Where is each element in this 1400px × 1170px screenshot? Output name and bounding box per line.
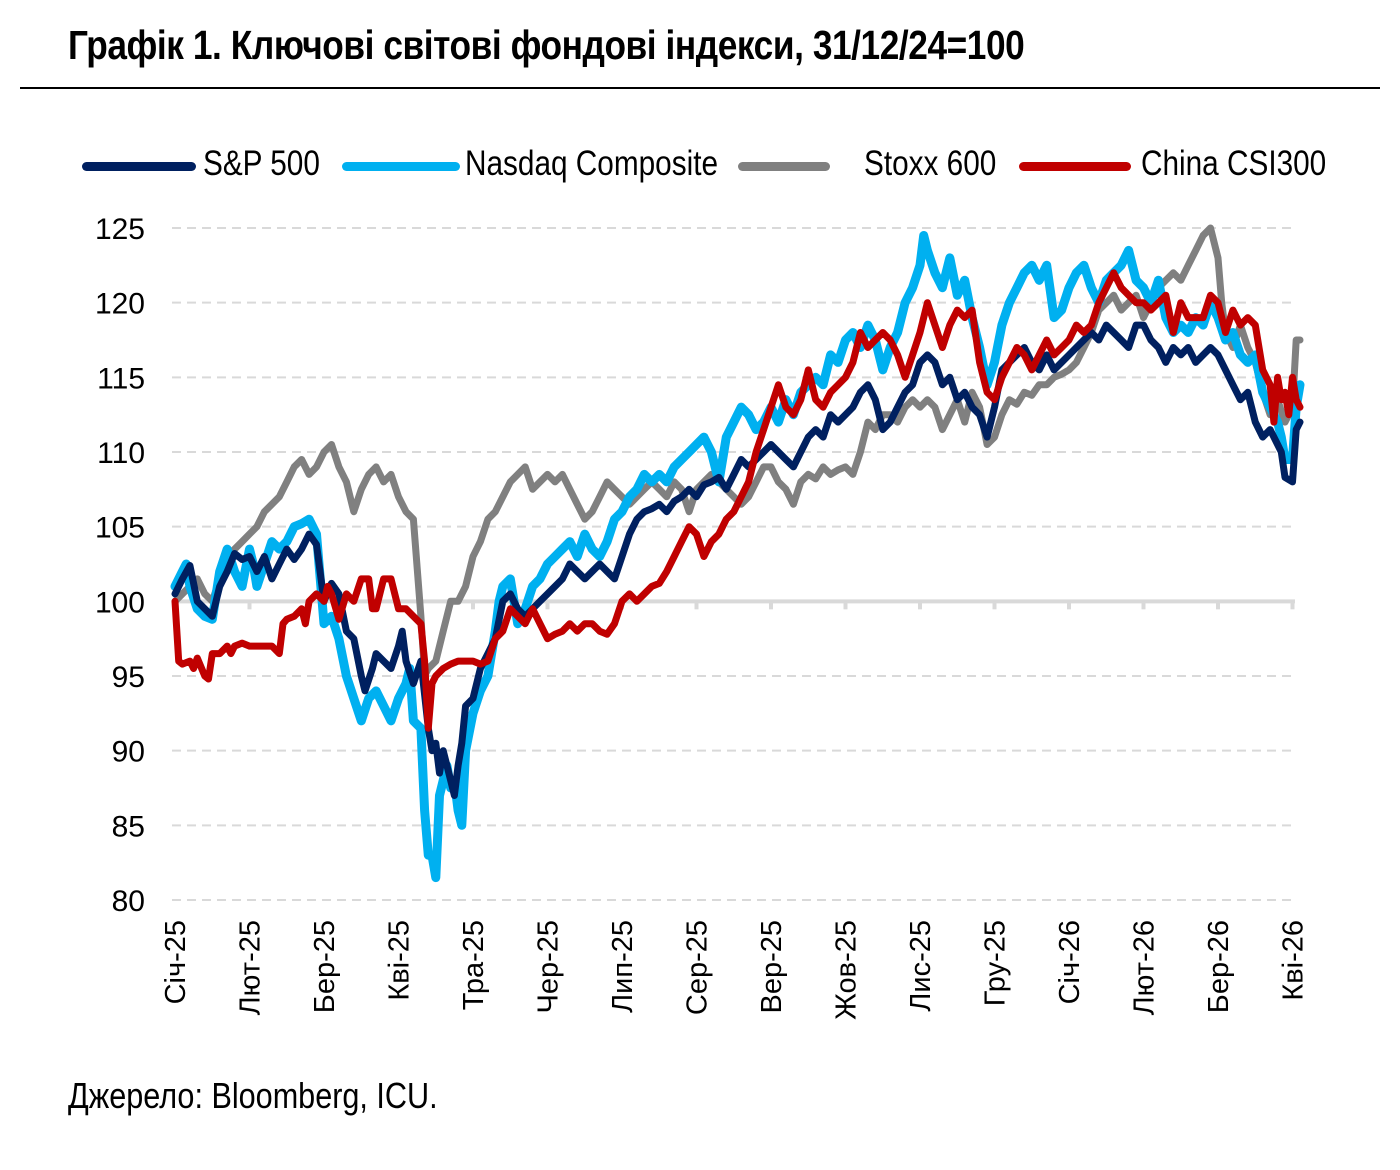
x-tick-label: Бер-26 — [1203, 920, 1235, 1013]
series-line-sp500 — [171, 321, 1304, 799]
y-tick-label: 80 — [112, 885, 145, 918]
x-tick-label: Вер-25 — [756, 920, 788, 1014]
x-tick-label: Бер-25 — [309, 920, 341, 1013]
y-tick-label: 90 — [112, 736, 145, 769]
x-tick-label: Кві-25 — [384, 920, 416, 1001]
y-tick-label: 85 — [112, 810, 145, 843]
legend-swatch-stoxx — [738, 162, 830, 171]
x-tick-label: Січ-26 — [1054, 920, 1086, 1004]
x-tick-label: Кві-26 — [1278, 920, 1310, 1001]
x-tick-label: Лют-26 — [1129, 920, 1161, 1015]
y-tick-label: 120 — [95, 288, 145, 321]
y-axis: 125 120 115 110 105 100 95 90 85 80 — [95, 213, 145, 918]
y-tick-label: 105 — [95, 512, 145, 545]
title-underline — [20, 87, 1380, 89]
x-tick-label: Січ-25 — [160, 920, 192, 1004]
y-tick-label: 95 — [112, 661, 145, 694]
x-tick-label: Сер-25 — [682, 920, 714, 1015]
y-tick-label: 100 — [95, 586, 145, 619]
series-lines — [170, 224, 1305, 883]
chart-title: Графік 1. Ключові світові фондові індекс… — [68, 22, 1025, 68]
legend-label-csi300: China CSI300 — [1141, 144, 1327, 183]
x-tick-label: Лип-25 — [607, 920, 639, 1013]
y-tick-label: 115 — [97, 362, 145, 395]
y-tick-label: 125 — [95, 213, 145, 246]
series-line-csi300 — [171, 269, 1304, 732]
source-note: Джерело: Bloomberg, ICU. — [68, 1075, 438, 1116]
line-chart: 125 120 115 110 105 100 95 90 85 80 Січ-25 Лют-25 Б… — [95, 213, 1310, 1020]
legend-label-sp500: S&P 500 — [203, 144, 320, 183]
x-tick-label: Жов-25 — [831, 920, 863, 1020]
x-tick-label: Чер-25 — [533, 920, 565, 1014]
legend: S&P 500 Nasdaq Composite Stoxx 600 China… — [0, 140, 1400, 190]
x-axis: Січ-25 Лют-25 Бер-25 Кві-25 Тра-25 Чер-25 Лип-… — [160, 599, 1310, 1020]
legend-swatch-sp500 — [82, 162, 196, 171]
x-tick-label: Лют-25 — [235, 920, 267, 1015]
y-tick-label: 110 — [97, 437, 145, 470]
legend-label-nasdaq: Nasdaq Composite — [465, 144, 719, 183]
series-line-stoxx — [171, 224, 1304, 680]
legend-swatch-nasdaq — [342, 162, 460, 171]
legend-label-stoxx: Stoxx 600 — [864, 144, 997, 183]
gridlines — [172, 227, 1295, 901]
x-tick-label: Тра-25 — [458, 920, 490, 1010]
legend-swatch-csi300 — [1019, 162, 1131, 171]
x-tick-label: Гру-25 — [980, 920, 1012, 1006]
x-tick-label: Лис-25 — [905, 920, 937, 1012]
